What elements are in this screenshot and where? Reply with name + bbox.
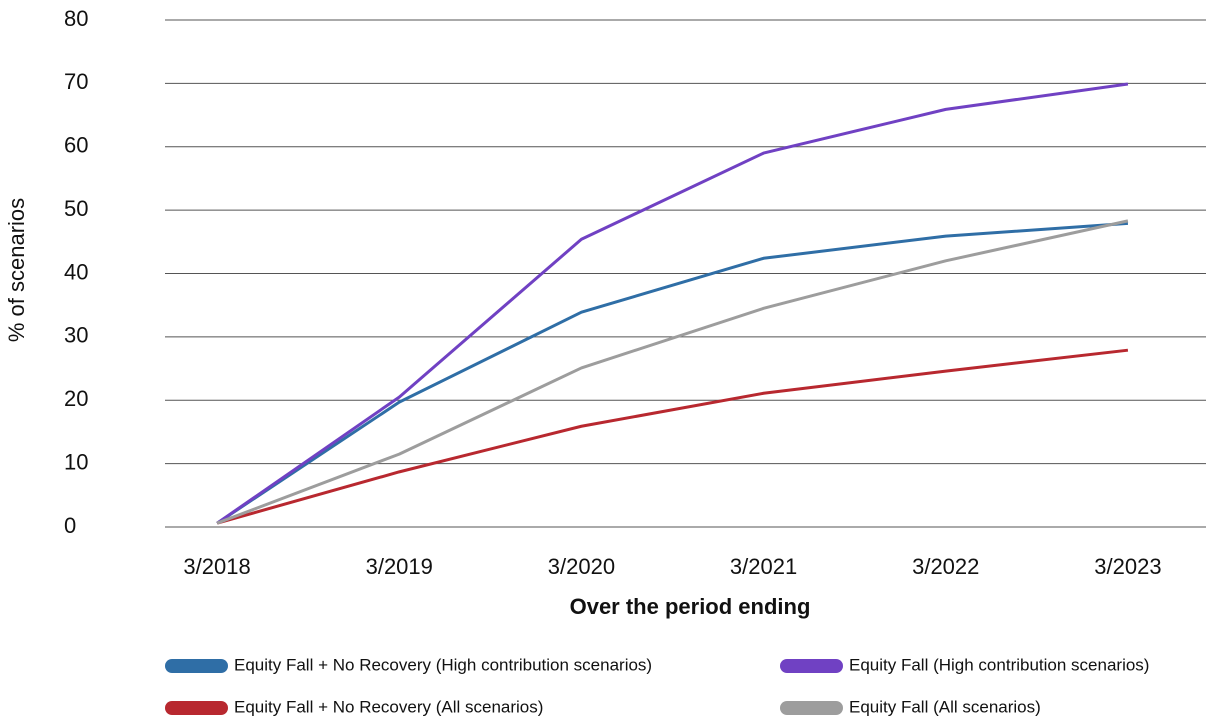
series-line [216, 221, 1129, 525]
y-tick-label: 80 [64, 6, 88, 31]
y-tick-label: 30 [64, 323, 88, 348]
series-line [216, 82, 1129, 525]
x-axis-label: Over the period ending [570, 594, 811, 619]
y-tick-label: 20 [64, 386, 88, 411]
legend-label: Equity Fall (High contribution scenarios… [849, 655, 1149, 674]
y-tick-label: 40 [64, 259, 88, 284]
series-line [216, 348, 1129, 525]
x-tick-label: 3/2018 [183, 554, 250, 579]
x-tick-label: 3/2021 [730, 554, 797, 579]
legend-label: Equity Fall + No Recovery (High contribu… [234, 655, 652, 674]
y-tick-label: 50 [64, 196, 88, 221]
x-tick-label: 3/2020 [548, 554, 615, 579]
y-tick-label: 60 [64, 133, 88, 158]
y-tick-label: 70 [64, 69, 88, 94]
x-tick-label: 3/2019 [366, 554, 433, 579]
legend-label: Equity Fall (All scenarios) [849, 697, 1041, 716]
legend-swatch [780, 659, 843, 673]
y-axis-label: % of scenarios [4, 198, 29, 342]
y-tick-label: 0 [64, 513, 76, 538]
legend-swatch [780, 701, 843, 715]
y-tick-label: 10 [64, 449, 88, 474]
legend-swatch [165, 701, 228, 715]
series-line [216, 219, 1129, 525]
legend-label: Equity Fall + No Recovery (All scenarios… [234, 697, 543, 716]
legend-swatch [165, 659, 228, 673]
x-tick-label: 3/2022 [912, 554, 979, 579]
x-tick-label: 3/2023 [1094, 554, 1161, 579]
